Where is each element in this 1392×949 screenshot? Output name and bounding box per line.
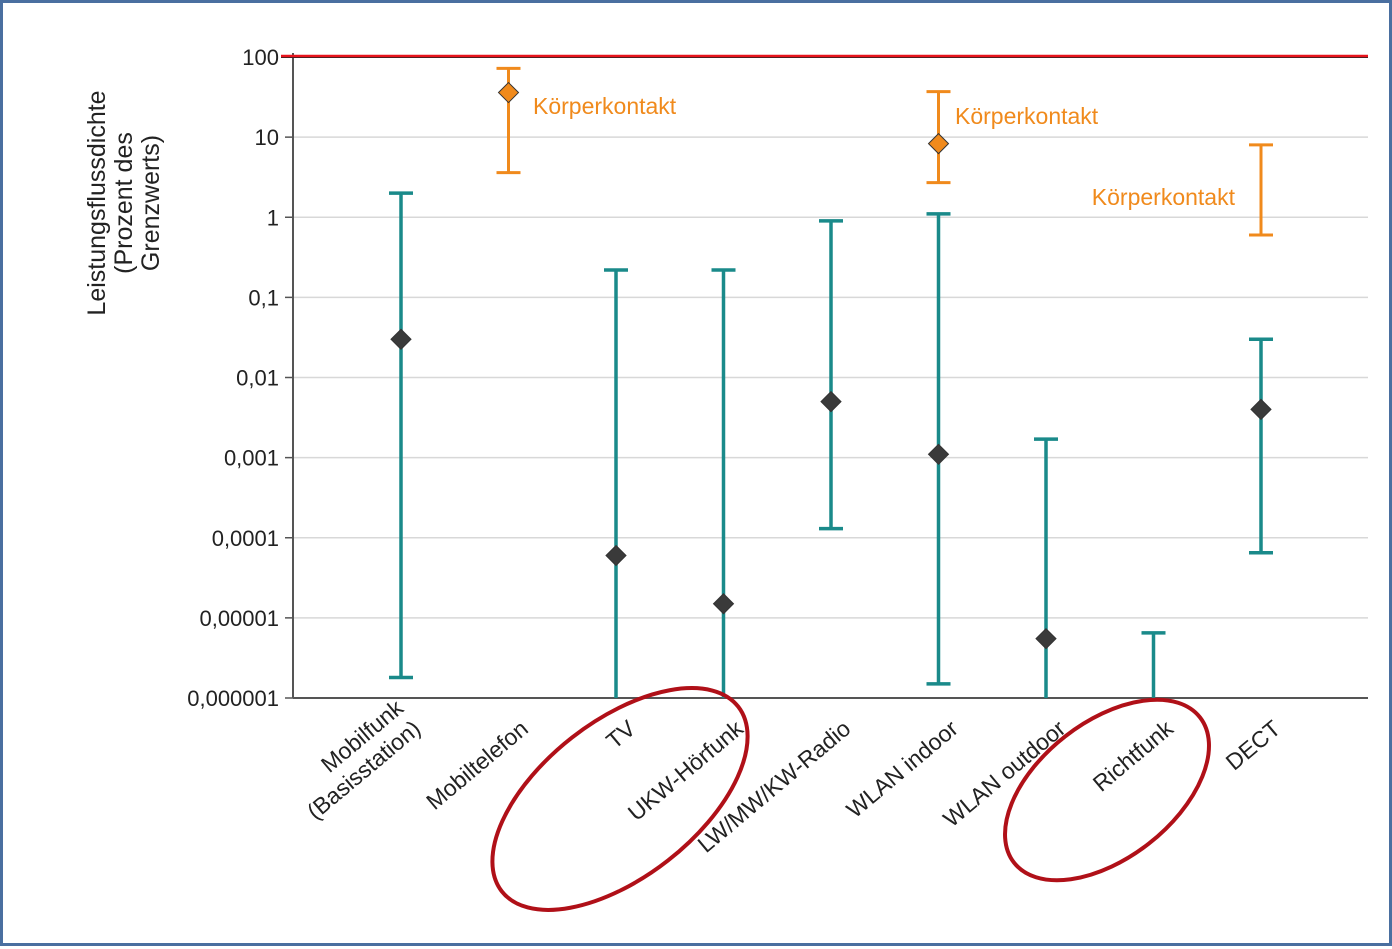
typical-marker bbox=[390, 328, 412, 350]
y-tick-label: 0,01 bbox=[236, 366, 279, 391]
annotation-koerperkontakt: Körperkontakt bbox=[1092, 184, 1236, 210]
typical-marker bbox=[712, 593, 735, 615]
typical-marker bbox=[605, 544, 627, 567]
y-tick-label: 100 bbox=[242, 45, 279, 70]
x-category-label: DECT bbox=[1221, 715, 1286, 775]
y-tick-label: 0,0001 bbox=[212, 526, 279, 551]
body_contact-marker bbox=[497, 81, 520, 104]
y-axis-label-line: (Prozent des bbox=[110, 132, 138, 274]
x-category-label: TV bbox=[601, 715, 641, 754]
x-category-label: Richtfunk bbox=[1088, 715, 1179, 797]
y-tick-label: 0,00001 bbox=[199, 606, 279, 631]
typical-marker bbox=[927, 443, 950, 466]
body_contact-marker bbox=[927, 132, 950, 155]
y-axis-label-line: Grenzwerts) bbox=[137, 135, 165, 271]
x-category-label-line: DECT bbox=[1221, 715, 1286, 775]
y-tick-label: 0,001 bbox=[224, 446, 279, 471]
typical-marker bbox=[1035, 627, 1057, 650]
error-bar-chart: 100 10 1 0,1 0,01 0,001 0,0001 0,00001 0,000001 L… bbox=[83, 45, 1368, 912]
x-category-label: Mobilfunk(Basisstation) bbox=[285, 694, 426, 824]
annotation-koerperkontakt: Körperkontakt bbox=[533, 93, 677, 119]
typical-marker bbox=[1250, 398, 1272, 421]
typical-marker bbox=[820, 390, 842, 413]
y-axis-label: Leistungsflussdichte(Prozent desGrenzwer… bbox=[83, 90, 165, 315]
y-tick-label: 10 bbox=[255, 125, 279, 150]
y-tick-label: 1 bbox=[267, 205, 279, 230]
y-tick-label: 0,000001 bbox=[187, 686, 279, 711]
y-tick-label: 0,1 bbox=[248, 285, 279, 310]
highlight-ellipse bbox=[490, 686, 750, 912]
highlight-ellipse bbox=[1003, 697, 1211, 883]
y-axis-label-line: Leistungsflussdichte bbox=[83, 90, 111, 315]
x-category-label-line: Richtfunk bbox=[1088, 715, 1179, 797]
x-category-label-line: TV bbox=[601, 715, 641, 754]
annotation-koerperkontakt: Körperkontakt bbox=[955, 103, 1099, 129]
